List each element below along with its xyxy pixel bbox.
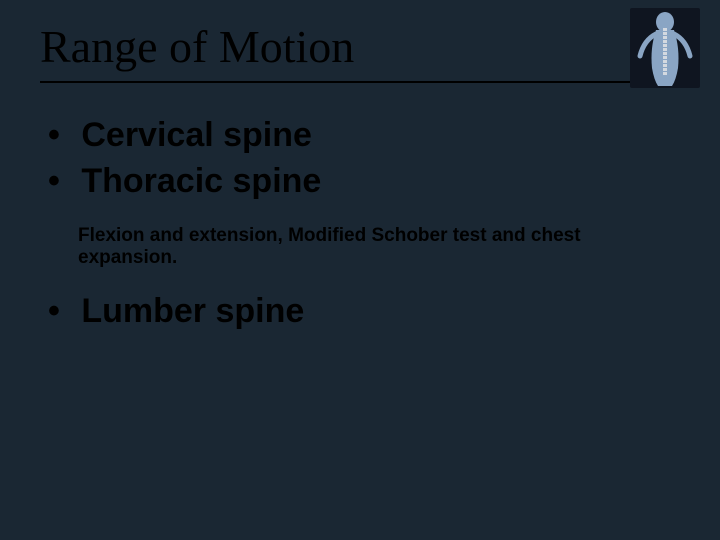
bullet-label: Lumber spine [81, 292, 304, 330]
slide-title: Range of Motion [40, 20, 680, 83]
bullet-label: Thoracic spine [81, 162, 321, 200]
spine-anatomy-image [630, 8, 700, 88]
bullet-thoracic-spine: Thoracic spine [48, 159, 680, 203]
bullet-cervical-spine: Cervical spine [48, 113, 680, 157]
bullet-lumber-spine: Lumber spine [48, 289, 680, 333]
sub-description: Flexion and extension, Modified Schober … [78, 225, 680, 269]
bullet-label: Cervical spine [81, 116, 312, 154]
slide-container: Range of Motion Cervical spine Thoracic … [0, 0, 720, 540]
